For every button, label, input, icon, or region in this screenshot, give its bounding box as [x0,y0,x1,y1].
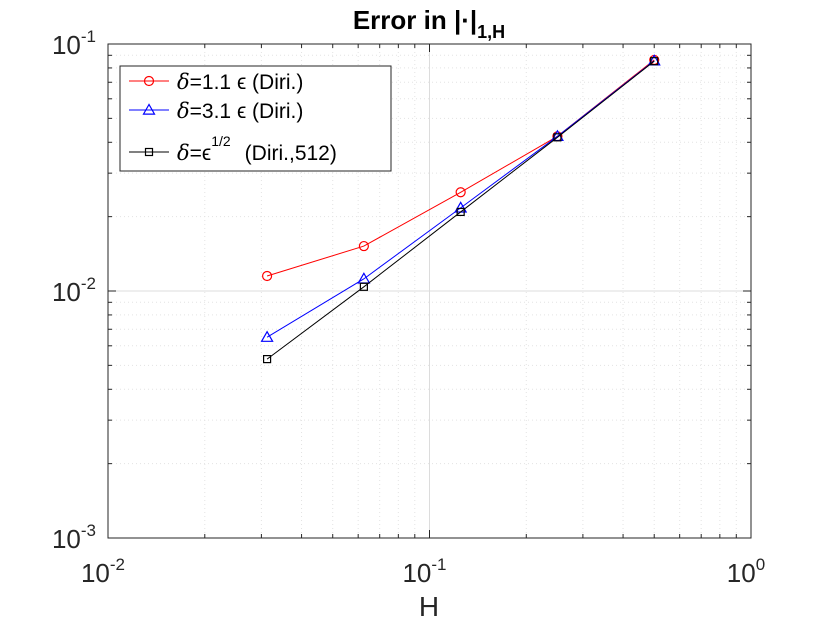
data-point-circle [358,240,369,252]
data-point-square [456,207,465,217]
legend-label-main: =ϵ [190,142,212,165]
y-tick-label-exponent: -2 [81,274,96,293]
data-point-square [359,282,368,291]
x-axis-label: H [419,591,439,622]
data-point-triangle [142,103,156,115]
x-tick-label-exponent: -2 [110,555,125,574]
legend-label-main: =1.1 ϵ (Diri.) [190,71,304,94]
data-point-square [650,57,659,66]
y-tick-label-base: 10 [52,524,81,554]
y-tick-label-base: 10 [52,277,81,307]
y-tick-label-exponent: -3 [81,521,96,540]
legend-entry-1: δ=1.1 ϵ (Diri.) [129,70,303,94]
x-tick-label-base: 10 [402,558,431,588]
series-line [266,60,655,360]
x-tick-label: 10-2 [81,555,125,588]
data-point-square [144,147,154,157]
x-tick-label-exponent: 0 [756,555,765,574]
legend-label: δ=3.1 ϵ (Diri.) [177,99,303,123]
data-point-circle [455,187,466,198]
chart-title-main: Error in |·| [353,5,477,35]
x-tick-label-exponent: -1 [431,555,446,574]
legend-label-symbol: δ [177,141,190,165]
legend-label: δ=ϵ1/2 (Diri.,512) [177,133,337,165]
data-point-triangle [260,330,274,342]
data-point-square [262,355,272,364]
legend-label-superscript: 1/2 [211,133,231,149]
legend-entry-3: δ=ϵ1/2 (Diri.,512) [129,133,337,165]
chart-title-subscript: 1,H [477,22,505,42]
x-tick-label: 100 [727,555,765,588]
data-point-circle [143,75,155,87]
legend-label-main: =3.1 ϵ (Diri.) [190,100,304,123]
y-tick-label: 10-2 [52,274,96,307]
legend-label-tail: (Diri.,512) [245,142,337,165]
data-point-circle [261,270,273,282]
y-tick-label: 10-1 [52,27,96,60]
y-tick-label: 10-3 [52,521,96,554]
legend-entry-2: δ=3.1 ϵ (Diri.) [129,99,303,123]
legend: δ=1.1 ϵ (Diri.)δ=3.1 ϵ (Diri.)δ=ϵ1/2(Dir… [119,65,392,172]
legend-label-symbol: δ [177,70,190,94]
legend-label: δ=1.1 ϵ (Diri.) [177,70,303,94]
chart-title: Error in |·|1,H [353,5,505,42]
legend-box [119,65,392,172]
grid-lines [108,44,751,538]
y-tick-label-exponent: -1 [81,27,96,46]
series-layer [260,54,661,364]
data-point-square [553,133,562,142]
x-tick-label-base: 10 [727,558,756,588]
y-tick-label-base: 10 [52,30,81,60]
legend-label-symbol: δ [177,99,190,123]
series-3 [262,57,659,364]
x-tick-label-base: 10 [81,558,110,588]
x-tick-label: 10-1 [402,555,446,588]
